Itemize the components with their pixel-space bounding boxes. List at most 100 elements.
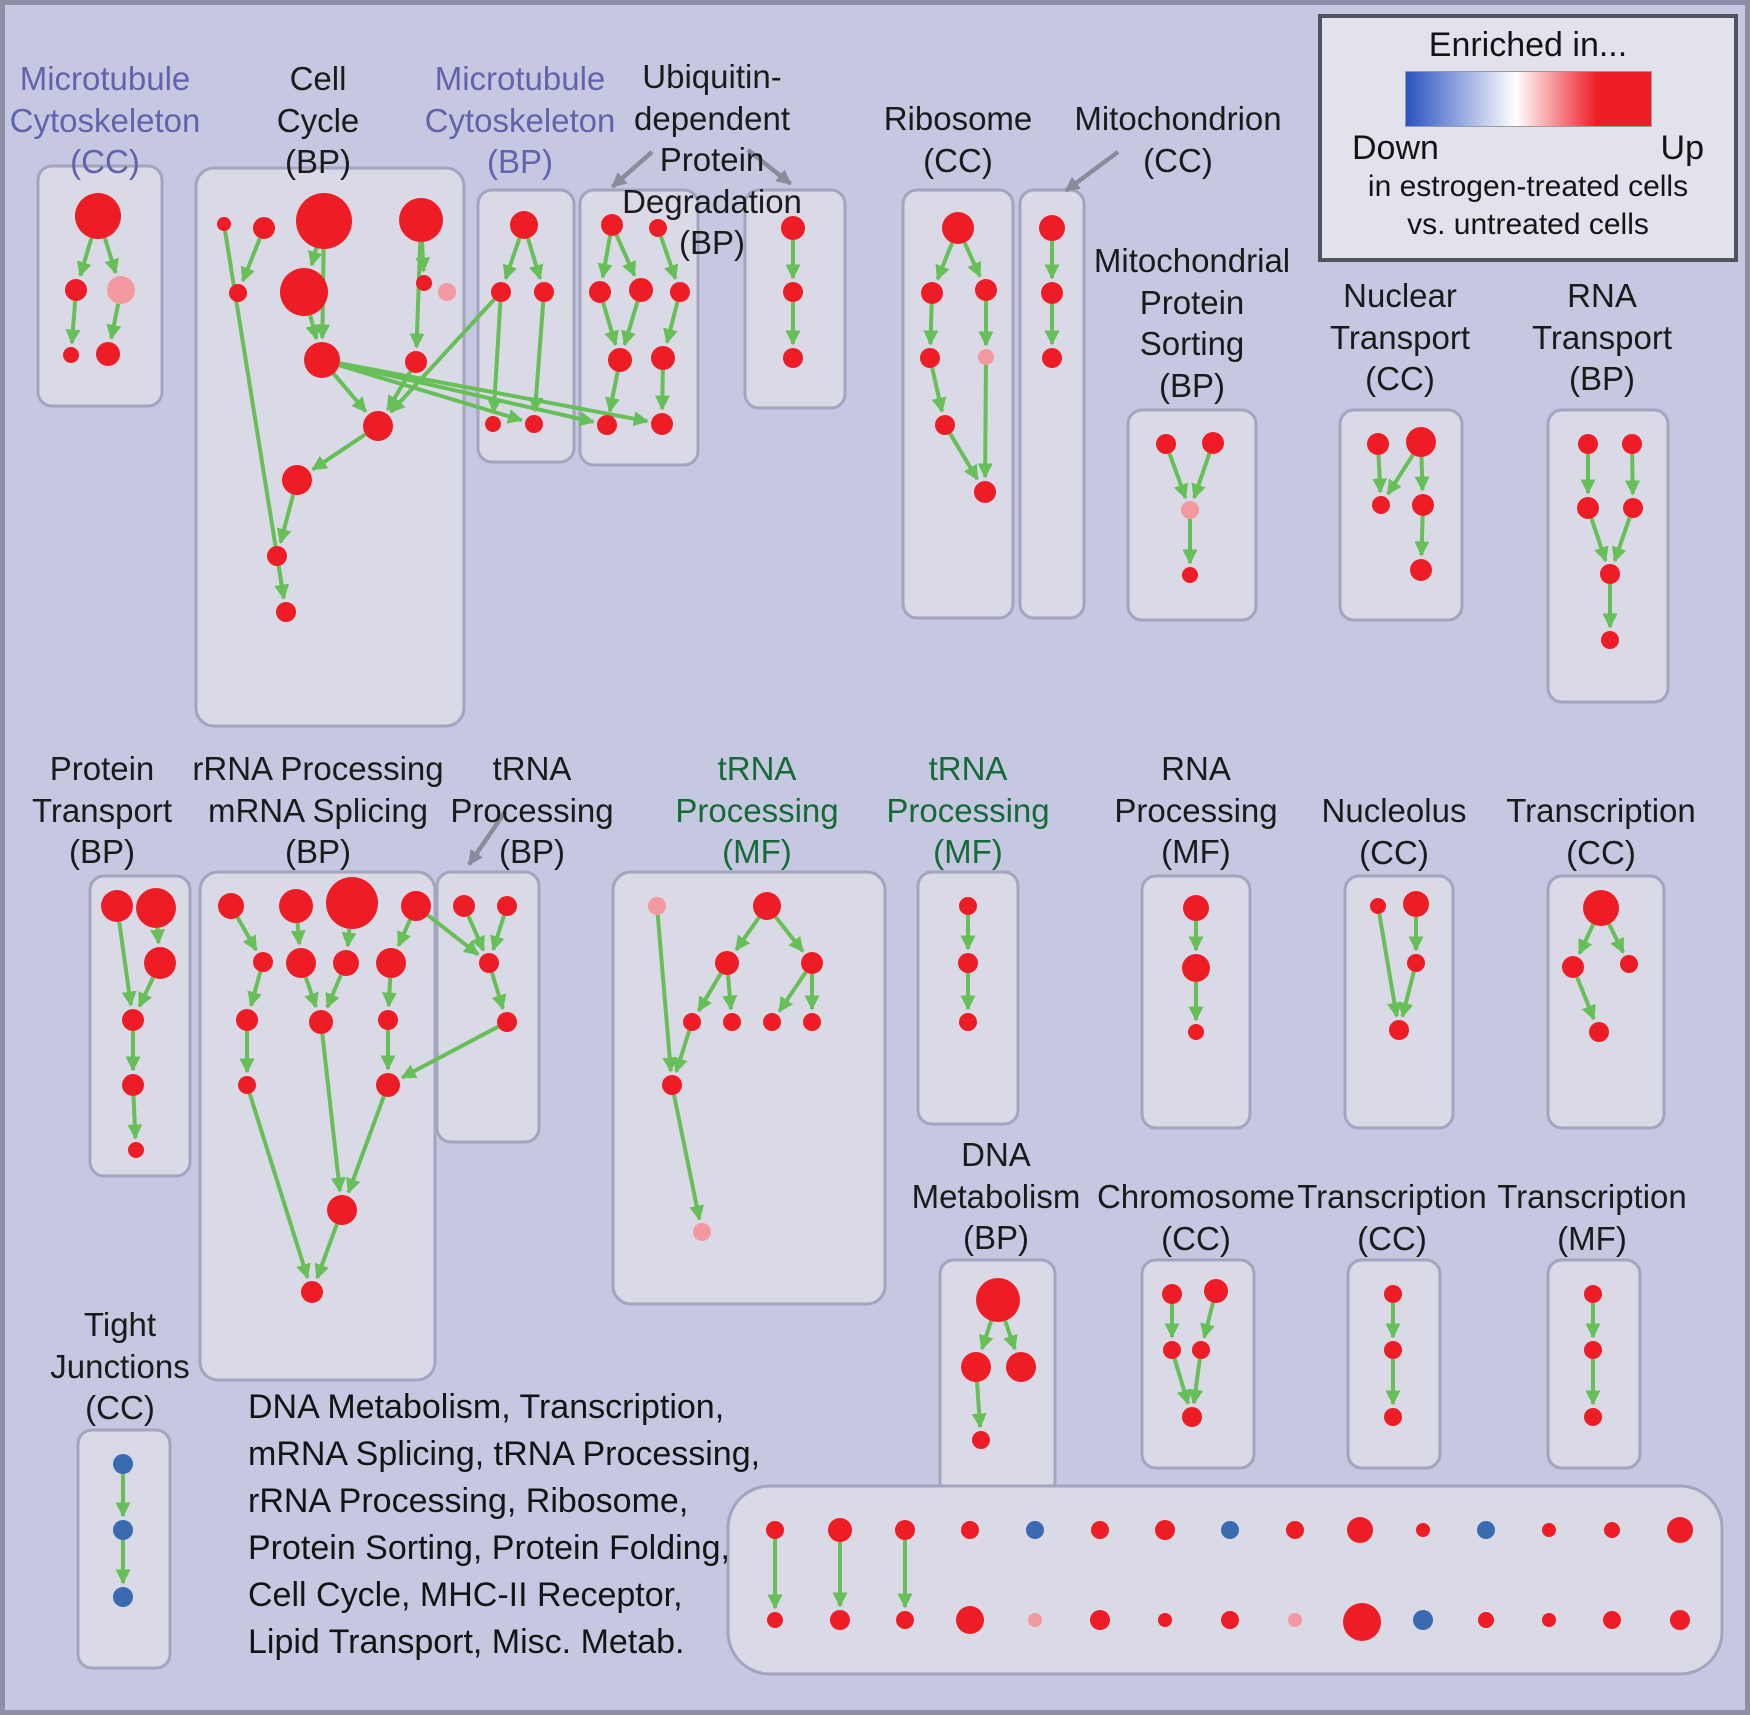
go-term-node-red: [333, 950, 359, 976]
misc-categories-note: DNA Metabolism, Transcription, mRNA Spli…: [248, 1384, 760, 1665]
go-term-node-red: [491, 282, 511, 302]
go-term-node-red: [65, 279, 87, 301]
edge-arrow: [655, 914, 678, 1073]
go-term-node-red: [1389, 1020, 1409, 1040]
edge-arrow: [325, 974, 343, 1009]
edge-arrow: [734, 916, 761, 952]
go-term-node-red: [723, 1013, 741, 1031]
go-term-node-red: [1006, 1352, 1036, 1382]
go-term-node-red: [282, 465, 312, 495]
cluster-box-ribosome: [901, 188, 1015, 620]
cluster-box-mt-cc: [36, 164, 164, 408]
go-term-node-red: [589, 281, 611, 303]
go-term-node-red: [597, 415, 617, 435]
go-term-node-red: [1090, 1610, 1110, 1630]
edge-arrow: [962, 241, 982, 278]
edge-arrow: [305, 314, 321, 341]
go-term-node-red: [670, 282, 690, 302]
edge-arrow: [490, 914, 506, 952]
go-term-node-red: [453, 895, 475, 917]
edge-arrow: [346, 1095, 386, 1194]
edge-arrow: [935, 242, 954, 281]
go-term-node-red: [1623, 498, 1643, 518]
go-term-node-red: [1589, 1022, 1609, 1042]
go-term-node-red: [956, 1606, 984, 1634]
go-term-node-red: [1670, 1610, 1690, 1630]
edge-arrow: [247, 1092, 311, 1280]
go-term-node-red: [1041, 282, 1063, 304]
go-term-node-red: [683, 1013, 701, 1031]
go-term-node-red: [783, 348, 803, 368]
edge-arrow: [948, 432, 980, 481]
edge-arrow: [930, 367, 947, 413]
edge-arrow: [1386, 453, 1415, 496]
edge-arrow: [274, 565, 290, 600]
go-term-node-blue: [1477, 1521, 1495, 1539]
label-pointer-arrow: [467, 810, 507, 866]
edge-arrow: [409, 241, 425, 349]
misc-note-line: mRNA Splicing, tRNA Processing,: [248, 1434, 761, 1473]
go-term-node-red: [405, 351, 427, 373]
edge-arrow: [290, 922, 306, 946]
go-term-node-red: [1620, 955, 1638, 973]
go-term-node-red: [1183, 895, 1209, 921]
go-term-node-red: [96, 342, 120, 366]
go-term-node-red: [828, 1518, 852, 1542]
go-term-node-red: [1584, 1341, 1602, 1359]
go-term-node-red: [781, 216, 805, 240]
edge-arrow: [1414, 456, 1430, 492]
go-term-node-red: [236, 1009, 258, 1031]
go-term-node-red: [1384, 1341, 1402, 1359]
go-term-node-red: [296, 193, 352, 249]
go-term-node-red: [961, 1352, 991, 1382]
edge-arrow: [332, 372, 368, 413]
edge-arrow: [774, 915, 805, 953]
cluster-box-mitochondrion: [1018, 188, 1086, 620]
go-term-node-pink: [1288, 1613, 1302, 1627]
go-term-node-red: [485, 416, 501, 432]
cluster-box-transcription-cc-2: [1546, 874, 1666, 1130]
legend-down-label: Down: [1352, 129, 1439, 167]
go-term-node-red: [136, 888, 176, 928]
go-term-node-red: [280, 268, 328, 316]
edge-arrow: [1377, 913, 1402, 1018]
go-term-node-red: [1403, 891, 1429, 917]
edge-arrow: [235, 916, 258, 952]
edge-arrow: [601, 301, 619, 347]
cluster-box-rna-transport: [1546, 408, 1670, 704]
edge-arrow: [276, 493, 296, 544]
edge-arrow: [1414, 515, 1430, 557]
go-term-node-red: [1416, 1523, 1430, 1537]
legend-gradient-bar: [1404, 71, 1652, 127]
go-term-node-red: [1188, 1024, 1204, 1040]
go-term-node-red: [766, 1521, 784, 1539]
go-term-node-red: [921, 282, 943, 304]
go-term-node-red: [629, 278, 653, 302]
go-term-node-red: [401, 891, 431, 921]
cluster-box-trna-bp: [435, 870, 541, 1144]
go-term-node-red: [1204, 1279, 1228, 1303]
go-term-node-red: [497, 896, 517, 916]
edge-arrow: [102, 237, 119, 275]
go-term-node-blue: [1221, 1521, 1239, 1539]
go-term-node-red: [935, 415, 955, 435]
go-term-node-red: [1156, 434, 1176, 454]
go-term-node-red: [1603, 1611, 1621, 1629]
go-term-node-blue: [113, 1520, 133, 1540]
go-term-node-red: [286, 948, 316, 978]
go-term-node-red: [649, 219, 667, 237]
go-term-node-red: [1584, 1285, 1602, 1303]
edge-arrow: [381, 977, 397, 1008]
edge-arrow: [1607, 923, 1625, 954]
go-term-node-red: [1478, 1612, 1494, 1628]
edge-arrow: [1625, 453, 1641, 496]
misc-note-line: Cell Cycle, MHC-II Receptor,: [248, 1575, 683, 1614]
go-term-node-red: [1347, 1517, 1373, 1543]
go-term-node-red: [801, 952, 823, 974]
go-term-node-pink: [648, 897, 666, 915]
label-pointer-arrow: [1064, 150, 1120, 193]
go-term-node-red: [218, 893, 244, 919]
edge-arrow: [150, 927, 166, 945]
